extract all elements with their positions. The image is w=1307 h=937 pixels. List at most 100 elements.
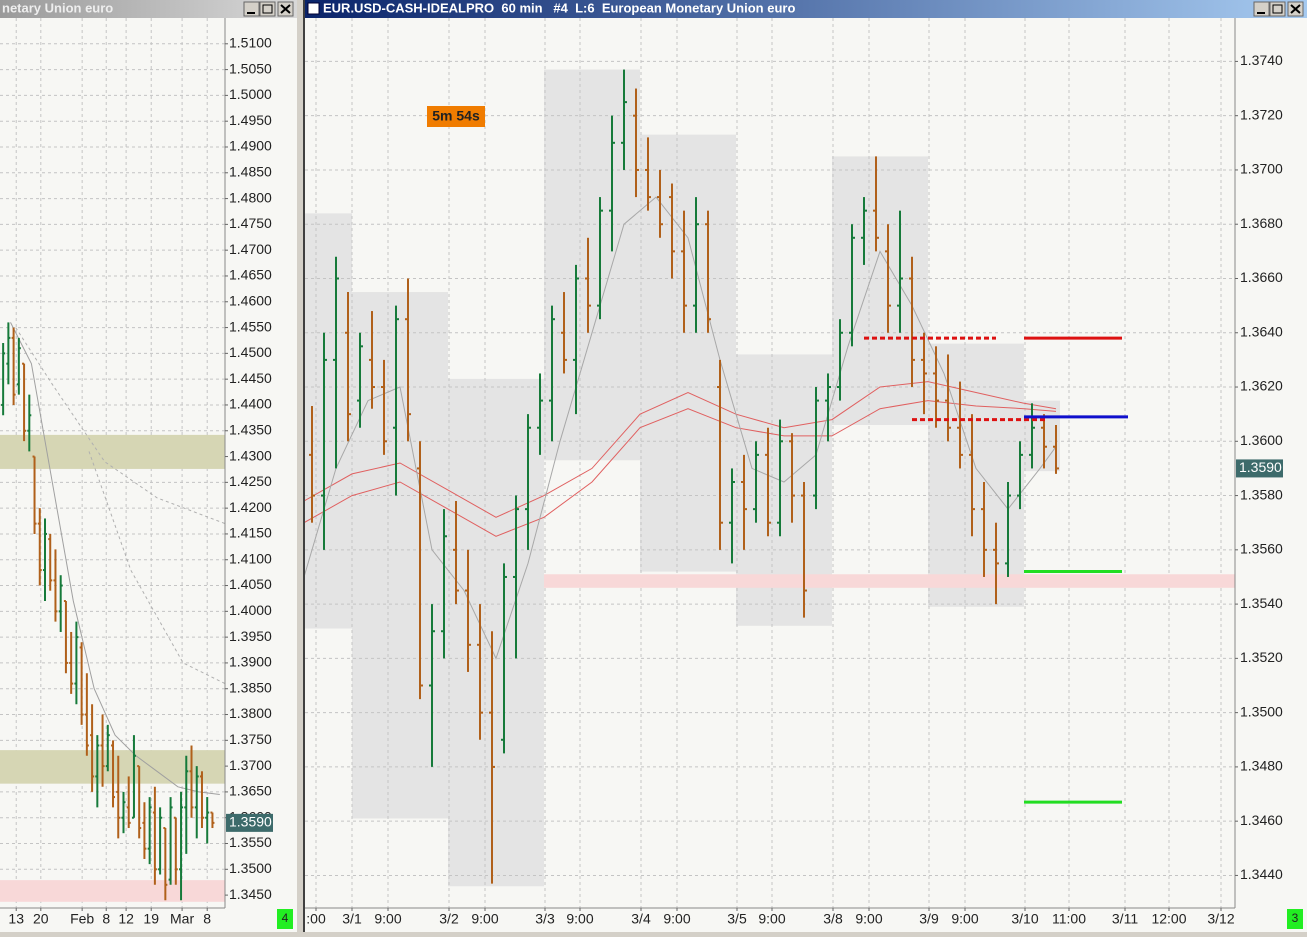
ohlc-bar [152,786,157,885]
ohlc-bar [813,387,819,510]
ohlc-bar [489,631,495,884]
ohlc-bar [43,518,47,602]
ohlc-bar [573,264,579,415]
y-tick-label: 1.4150 [229,525,272,541]
ohlc-bar [933,346,939,428]
ohlc-bar [1041,414,1047,469]
ohlc-bar [105,724,110,772]
ohlc-bar [116,755,121,839]
y-tick-label: 1.3700 [229,757,272,773]
last-price-box [226,813,273,832]
moving-average [15,327,225,525]
price-band [544,574,1235,588]
ohlc-bar [1,343,6,416]
ohlc-bar [597,197,603,320]
ohlc-bar [885,224,891,333]
day-range-box [448,378,544,887]
maximize-button[interactable] [259,1,276,17]
y-tick-label: 1.3500 [1240,703,1283,719]
x-tick-label: 11:00 [1052,911,1086,927]
x-tick-label: 20 [33,911,49,927]
y-tick-label: 1.4550 [229,318,272,334]
ohlc-bar [309,406,315,523]
price-axis [225,18,297,908]
right-title: EUR.USD-CASH-IDEALPRO 60 min #4 L:6 Euro… [323,0,795,15]
ohlc-bar [357,332,363,428]
status-badge-text: 3 [1292,911,1299,925]
y-tick-label: 1.4700 [229,241,272,257]
ohlc-bar [561,292,567,374]
y-tick-label: 1.4450 [229,370,272,386]
day-range-box [1024,400,1060,472]
day-range-box [928,343,1024,607]
y-tick-label: 1.3640 [1240,323,1283,339]
ohlc-bar [981,481,987,577]
ohlc-bar [873,156,879,252]
price-band [0,434,225,469]
ohlc-bar [801,481,807,618]
x-tick-label: 3/11 [1112,911,1138,927]
x-tick-label: 9:00 [566,911,593,927]
x-tick-label: 3/1 [342,911,362,927]
status-badge [1287,909,1303,929]
ohlc-bar [32,455,37,534]
icon [1290,4,1301,14]
ohlc-bar [63,600,68,674]
ohlc-bar [100,714,105,787]
left-title-bar [0,0,297,18]
x-tick-label: 3/2 [439,911,459,927]
ohlc-bar [753,441,759,523]
right-chart: 1.3440 1.3460 1.3480 1.3500 1.3520 1.3540 1.35… [305,18,1307,932]
ohlc-bar [993,522,999,605]
ohlc-bar [22,362,27,442]
x-tick-label: 3/5 [727,911,747,927]
ohlc-bar [69,631,74,694]
ohlc-bar [645,137,651,211]
y-tick-label: 1.3500 [229,860,272,876]
ohlc-bar [501,563,507,754]
y-tick-label: 1.4900 [229,138,272,154]
y-tick-label: 1.3850 [229,679,272,695]
x-tick-label: 13 [8,911,24,927]
right-window-buttons[interactable] [1253,1,1304,17]
y-tick-label: 1.4200 [229,499,272,515]
y-tick-label: 1.4850 [229,163,272,179]
y-tick-label: 1.3620 [1240,378,1283,394]
ohlc-bar [789,433,795,523]
timer-box [427,106,485,127]
ohlc-bar [158,807,163,875]
y-tick-label: 1.4400 [229,396,272,412]
x-tick-label: 12 [118,911,134,927]
left-window-buttons[interactable] [243,1,294,17]
ohlc-bar [585,237,591,333]
ohlc-bar [168,797,173,885]
ohlc-bar [131,735,136,819]
maximize-button[interactable] [1269,1,1286,17]
ohlc-bar [48,533,53,591]
ohlc-bar [90,704,95,792]
y-tick-label: 1.3550 [229,834,272,850]
x-tick-label: 3/10 [1011,911,1038,927]
y-tick-label: 1.4600 [229,292,272,308]
x-tick-label: 8 [203,911,211,927]
moving-average [305,381,1057,518]
last-price-box [1236,459,1283,478]
ohlc-bar [525,414,531,550]
timer: 5m 54s [432,108,480,124]
y-tick-label: 1.4050 [229,576,272,592]
ohlc-bar [1029,403,1035,469]
y-tick-label: 1.4300 [229,447,272,463]
ohlc-bar [381,359,387,455]
ohlc-bar [429,604,435,767]
y-tick-label: 1.3460 [1240,812,1283,828]
ohlc-bar [921,332,927,415]
ohlc-bar [441,509,447,659]
x-tick-label: 9:00 [374,911,401,927]
ohlc-bar [705,210,711,333]
ohlc-bar [27,394,32,452]
x-tick-label: 3/8 [823,911,843,927]
icon [1272,4,1283,14]
ohlc-bar [321,332,327,550]
ohlc-bar [121,791,126,834]
